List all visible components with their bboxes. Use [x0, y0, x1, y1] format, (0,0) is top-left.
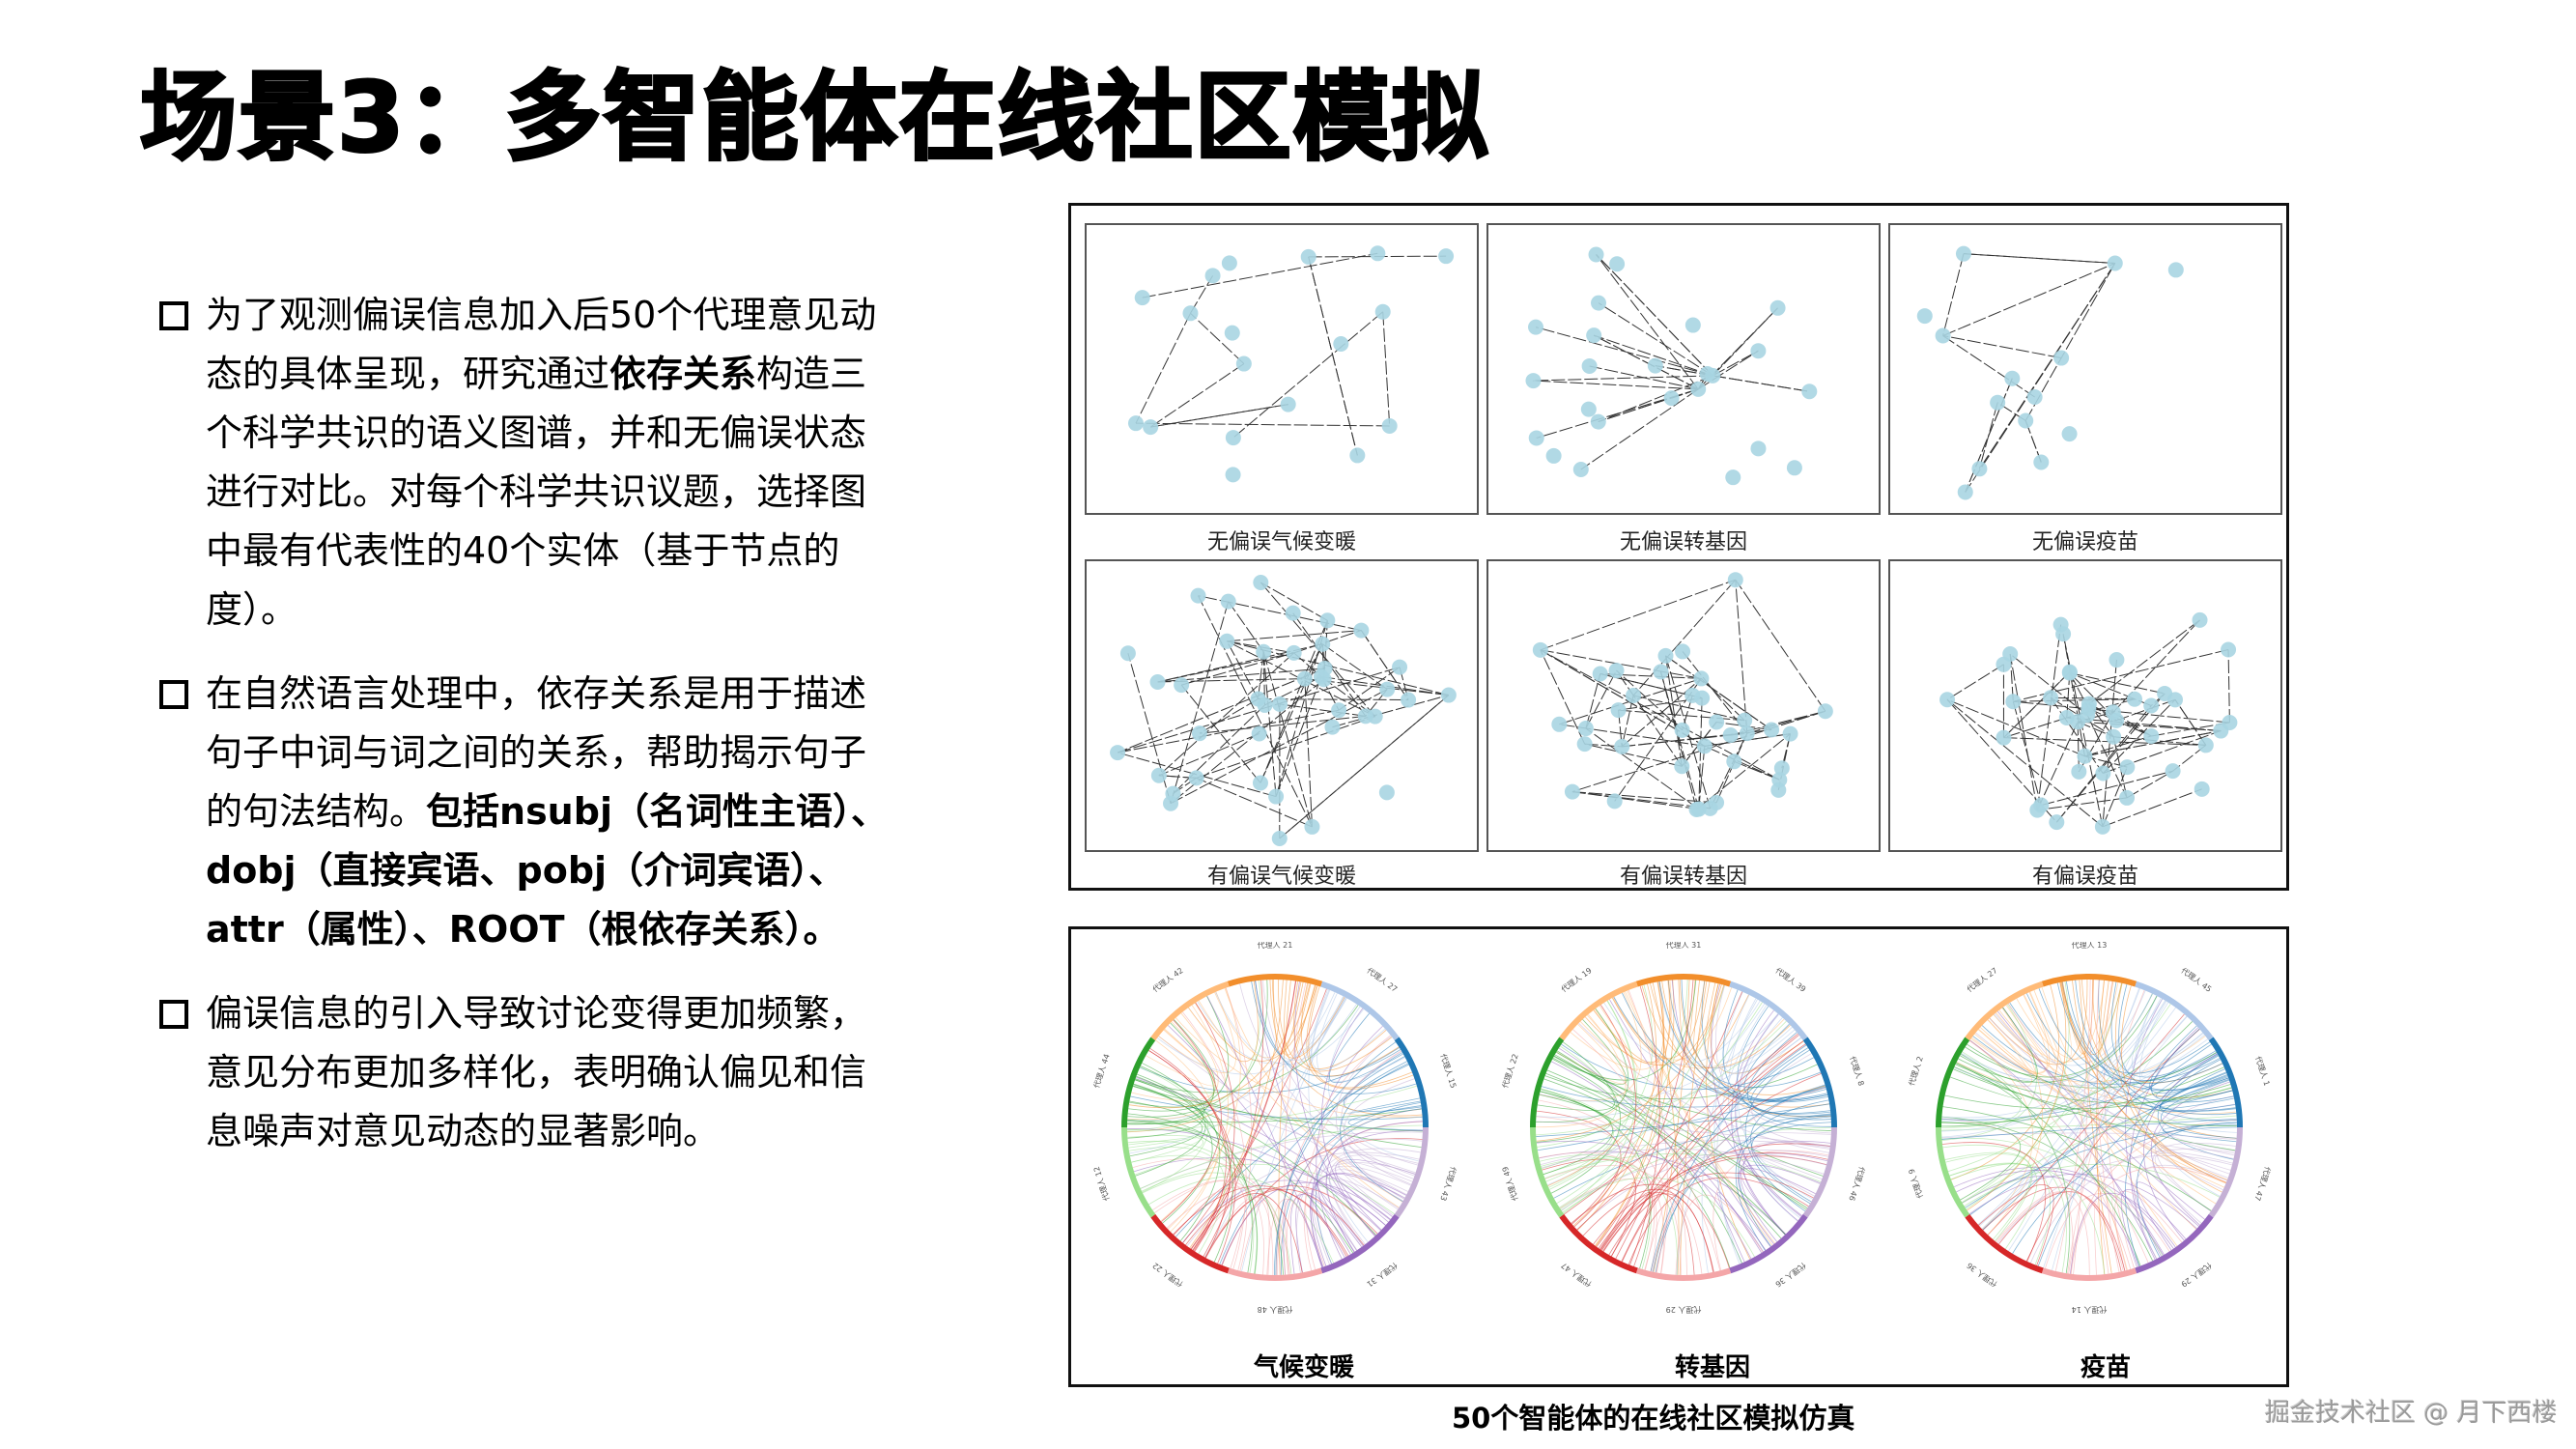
svg-text:代理人 12: 代理人 12	[1091, 1165, 1112, 1202]
svg-text:代理人 13: 代理人 13	[2072, 942, 2108, 950]
svg-text:代理人 22: 代理人 22	[1500, 1053, 1520, 1090]
network-graph	[1939, 611, 2238, 835]
bullet-item-2: 在自然语言处理中，依存关系是用于描述句子中词与词之间的关系，帮助揭示句子的句法结…	[155, 665, 889, 959]
figure-caption: 50个智能体的在线社区模拟仿真	[1452, 1402, 1855, 1435]
square-bullet-icon	[159, 680, 188, 709]
svg-text:代理人 27: 代理人 27	[1965, 965, 1999, 994]
network-graph	[1916, 245, 2184, 500]
svg-text:代理人 48: 代理人 48	[1258, 1305, 1293, 1315]
graph-panel-6	[1888, 559, 2282, 852]
chord-label-3: 疫苗	[2080, 1353, 2131, 1382]
square-bullet-icon	[159, 1000, 188, 1029]
bullet-list: 为了观测偏误信息加入后50个代理意见动态的具体呈现，研究通过依存关系构造三个科学…	[155, 286, 889, 1186]
graph-label-5: 有偏误转基因	[1619, 865, 1747, 889]
bullet-text: 为了观测偏误信息加入后50个代理意见动态的具体呈现，研究通过依存关系构造三个科学…	[206, 294, 877, 631]
bold-term: 依存关系	[609, 353, 757, 395]
svg-text:代理人 49: 代理人 49	[1500, 1165, 1520, 1202]
graph-label-6: 有偏误疫苗	[2031, 865, 2138, 889]
svg-text:代理人 27: 代理人 27	[1365, 965, 1400, 994]
graph-label-1: 无偏误气候变暖	[1206, 530, 1356, 554]
svg-text:代理人 42: 代理人 42	[1150, 965, 1185, 994]
network-graph	[1532, 572, 1833, 817]
svg-text:代理人 31: 代理人 31	[1365, 1261, 1400, 1290]
svg-text:代理人 43: 代理人 43	[1438, 1165, 1458, 1202]
bold-term: 包括nsubj（名词性主语）、 dobj（直接宾语、pobj（介词宾语）、att…	[206, 790, 888, 951]
svg-text:代理人 45: 代理人 45	[2179, 965, 2214, 994]
svg-text:代理人 19: 代理人 19	[1559, 965, 1594, 994]
bullet-text: 偏误信息的引入导致讨论变得更加频繁，意见分布更加多样化，表明确认偏见和信息噪声对…	[206, 992, 867, 1152]
svg-text:代理人 46: 代理人 46	[1847, 1165, 1867, 1202]
graph-panel-2	[1486, 223, 1881, 515]
svg-text:代理人 29: 代理人 29	[2179, 1261, 2214, 1290]
slide-title: 场景3：多智能体在线社区模拟	[139, 60, 1490, 176]
svg-text:代理人 8: 代理人 8	[1848, 1055, 1866, 1087]
graph-label-3: 无偏误疫苗	[2031, 530, 2138, 554]
bullet-item-1: 为了观测偏误信息加入后50个代理意见动态的具体呈现，研究通过依存关系构造三个科学…	[155, 286, 889, 639]
graph-panel-5	[1486, 559, 1881, 852]
network-graph	[1127, 245, 1455, 483]
svg-text:代理人 21: 代理人 21	[1258, 942, 1293, 950]
graph-label-4: 有偏误气候变暖	[1206, 865, 1356, 889]
chord-diagram-2: 代理人 31 代理人 39 代理人 8 代理人 46 代理人 36 代理人 29 代理人 4…	[1500, 942, 1867, 1315]
svg-text:代理人 15: 代理人 15	[1438, 1053, 1458, 1090]
svg-text:代理人 39: 代理人 39	[1773, 965, 1808, 994]
svg-text:代理人 36: 代理人 36	[1773, 1261, 1808, 1290]
svg-text:代理人 14: 代理人 14	[2072, 1305, 2108, 1315]
svg-text:代理人 44: 代理人 44	[1091, 1053, 1112, 1090]
chord-label-2: 转基因	[1674, 1353, 1750, 1382]
watermark: 掘金技术社区 @ 月下西楼	[2265, 1399, 2558, 1428]
bullet-item-3: 偏误信息的引入导致讨论变得更加频繁，意见分布更加多样化，表明确认偏见和信息噪声对…	[155, 984, 889, 1161]
graph-panel-3	[1888, 223, 2282, 515]
graph-panel-4	[1085, 559, 1479, 852]
svg-text:代理人 31: 代理人 31	[1666, 942, 1702, 950]
chord-diagram-1: 代理人 21 代理人 27 代理人 15 代理人 43 代理人 31 代理人 48 代理人 …	[1091, 942, 1458, 1315]
svg-text:代理人 1: 代理人 1	[2253, 1055, 2272, 1087]
svg-text:代理人 36: 代理人 36	[1965, 1261, 1999, 1290]
graph-panel-1	[1085, 223, 1479, 515]
svg-text:代理人 22: 代理人 22	[1150, 1261, 1185, 1290]
network-graph	[1110, 575, 1457, 846]
network-graph	[1525, 246, 1818, 486]
svg-text:代理人 9: 代理人 9	[1907, 1168, 1925, 1200]
square-bullet-icon	[159, 301, 188, 330]
chord-diagram-3: 代理人 13 代理人 45 代理人 1 代理人 47 代理人 29 代理人 14 代理人 3…	[1907, 942, 2274, 1315]
chord-label-1: 气候变暖	[1253, 1353, 1354, 1382]
svg-text:代理人 47: 代理人 47	[2252, 1165, 2273, 1202]
svg-text:代理人 29: 代理人 29	[1666, 1305, 1702, 1315]
svg-text:代理人 47: 代理人 47	[1559, 1261, 1594, 1290]
bullet-text: 在自然语言处理中，依存关系是用于描述句子中词与词之间的关系，帮助揭示句子的句法结…	[206, 672, 888, 951]
graph-label-2: 无偏误转基因	[1619, 530, 1747, 554]
svg-text:代理人 2: 代理人 2	[1907, 1055, 1925, 1087]
